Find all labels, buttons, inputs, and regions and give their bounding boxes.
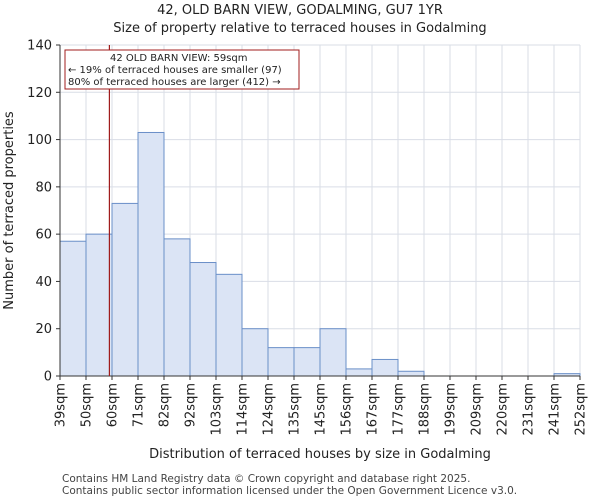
y-tick-label: 80 (35, 180, 52, 195)
x-axis-title: Distribution of terraced houses by size … (149, 447, 491, 462)
x-tick-label: 50sqm (80, 383, 95, 427)
y-tick-label: 60 (35, 228, 52, 243)
x-tick-label: 82sqm (158, 383, 173, 427)
annotation-text: 80% of terraced houses are larger (412) … (68, 77, 281, 88)
x-tick-label: 60sqm (106, 383, 121, 427)
histogram-bar (215, 273, 243, 377)
x-tick-label: 135sqm (288, 383, 303, 436)
x-tick-label: 231sqm (522, 383, 537, 436)
y-tick-label: 20 (35, 322, 52, 337)
x-tick-label: 241sqm (548, 383, 563, 436)
y-axis-title: Number of terraced properties (2, 111, 17, 310)
histogram-bar (189, 262, 217, 377)
x-tick-label: 167sqm (366, 383, 381, 436)
histogram-bar (241, 328, 269, 377)
y-tick-label: 120 (27, 86, 52, 101)
y-tick-label: 0 (44, 370, 52, 385)
x-tick-label: 252sqm (574, 383, 589, 436)
x-tick-label: 177sqm (392, 383, 407, 436)
annotation-box (64, 49, 300, 90)
x-tick-label: 199sqm (444, 383, 459, 436)
histogram-bar (137, 131, 165, 377)
y-tick-label: 40 (35, 275, 52, 290)
x-tick-label: 124sqm (262, 383, 277, 436)
y-tick-label: 140 (27, 39, 52, 54)
histogram-bar (111, 202, 139, 377)
x-tick-label: 114sqm (236, 383, 251, 436)
histogram-bar (85, 233, 113, 377)
x-tick-label: 92sqm (184, 383, 199, 427)
y-tick-label: 100 (27, 133, 52, 148)
histogram-bar (293, 347, 321, 377)
x-tick-label: 71sqm (132, 383, 147, 427)
histogram-bar (345, 368, 373, 377)
x-tick-label: 209sqm (470, 383, 485, 436)
x-tick-label: 103sqm (210, 383, 225, 436)
x-tick-label: 220sqm (496, 383, 511, 436)
annotation-text: ← 19% of terraced houses are smaller (97… (68, 65, 282, 76)
annotation-text: 42 OLD BARN VIEW: 59sqm (110, 53, 248, 64)
x-tick-label: 156sqm (340, 383, 355, 436)
histogram-bar (319, 328, 347, 377)
histogram-bar (371, 358, 399, 377)
x-tick-label: 145sqm (314, 383, 329, 436)
histogram-bar (59, 240, 87, 377)
chart-address-title: 42, OLD BARN VIEW, GODALMING, GU7 1YR (157, 3, 443, 18)
chart-subtitle: Size of property relative to terraced ho… (113, 21, 487, 36)
copyright-footer-line1: Contains HM Land Registry data © Crown c… (62, 473, 471, 485)
x-tick-label: 39sqm (54, 383, 69, 427)
copyright-footer-line2: Contains public sector information licen… (62, 485, 518, 497)
x-tick-label: 188sqm (418, 383, 433, 436)
histogram-bar (163, 238, 191, 377)
histogram-bar (267, 347, 295, 377)
histogram-bar (397, 370, 425, 377)
